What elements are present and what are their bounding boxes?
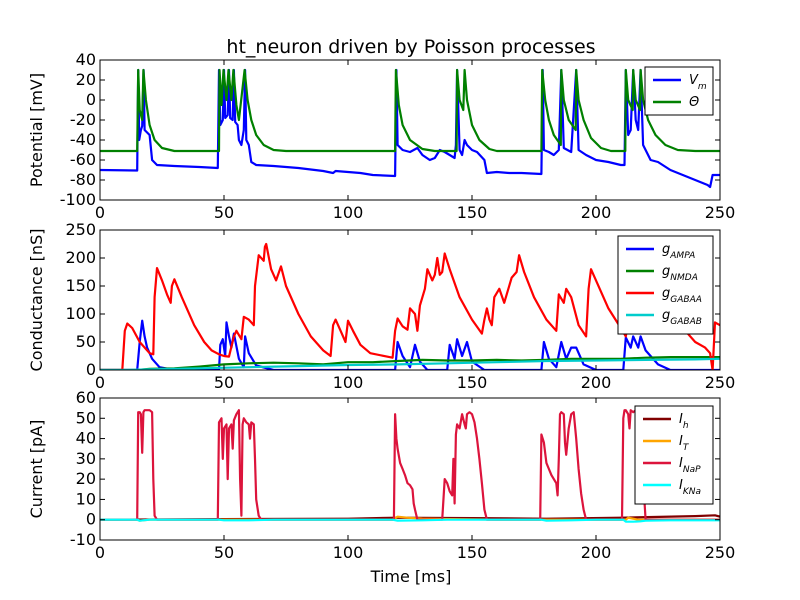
y-tick-label: 250 [65, 220, 96, 239]
legend-box [634, 405, 714, 505]
panel-1: 0 50 100 150 200 250-100-80-60-40-2002040Pote… [27, 50, 735, 222]
x-tick-label: 100 [333, 373, 364, 392]
x-tick-label: 50 [214, 203, 234, 222]
series-line-4 [100, 518, 720, 523]
legend-label: IT [679, 434, 690, 453]
x-tick-label: 150 [457, 373, 488, 392]
y-tick-label: 40 [76, 429, 96, 448]
series-line-3 [100, 409, 720, 521]
x-tick-label: 0 [95, 373, 105, 392]
series-line-4 [100, 357, 720, 370]
x-tick-label: 50 [214, 543, 234, 562]
x-tick-label: 50 [214, 373, 234, 392]
legend-box [617, 235, 714, 335]
y-tick-label: 40 [76, 50, 96, 69]
y-tick-label: 100 [65, 304, 96, 323]
y-tick-label: 0 [86, 90, 96, 109]
y-tick-label: -40 [70, 130, 96, 149]
x-tick-label: 100 [333, 203, 364, 222]
y-tick-label: 50 [76, 332, 96, 351]
legend-box [644, 66, 714, 116]
axes-frame [99, 397, 721, 541]
y-tick-label: 30 [76, 449, 96, 468]
series-line-3 [100, 242, 720, 370]
legend-label: Θ [689, 95, 699, 110]
y-tick-label: 50 [76, 408, 96, 427]
x-tick-label: 200 [581, 373, 612, 392]
y-tick-label: -60 [70, 150, 96, 169]
y-tick-label: 150 [65, 276, 96, 295]
x-tick-label: 100 [333, 543, 364, 562]
series-line-2 [100, 356, 720, 370]
axes-frame [99, 229, 721, 371]
y-tick-label: 0 [86, 510, 96, 529]
y-tick-label: 60 [76, 388, 96, 407]
legend: VmΘ [644, 66, 714, 116]
x-tick-label: 250 [705, 203, 736, 222]
x-tick-label: 250 [705, 543, 736, 562]
y-tick-label: 0 [86, 360, 96, 379]
x-tick-label: 200 [581, 543, 612, 562]
x-tick-label: 0 [95, 203, 105, 222]
y-tick-label: -100 [60, 190, 96, 209]
y-tick-label: 20 [76, 70, 96, 89]
series-line-1 [100, 319, 720, 370]
chart-title: ht_neuron driven by Poisson processes [226, 36, 595, 58]
x-tick-label: 250 [705, 373, 736, 392]
y-axis-label: Potential [mV] [27, 73, 46, 187]
x-tick-label: 200 [581, 203, 612, 222]
panel-2: 0 50 100 150 200 250 0 50 100 150 200 250 Conductanc… [27, 220, 735, 392]
y-tick-label: -10 [70, 530, 96, 549]
y-tick-label: 20 [76, 469, 96, 488]
y-tick-label: -80 [70, 170, 96, 189]
x-tick-label: 150 [457, 203, 488, 222]
y-tick-label: 200 [65, 248, 96, 267]
axes-frame [99, 59, 721, 201]
legend-label: Ih [679, 412, 689, 431]
series-line-2 [100, 68, 720, 153]
x-tick-label: 150 [457, 543, 488, 562]
x-axis-label: Time [ms] [370, 567, 452, 586]
y-tick-label: -20 [70, 110, 96, 129]
y-tick-label: 10 [76, 489, 96, 508]
x-tick-label: 0 [95, 543, 105, 562]
y-axis-label: Current [pA] [27, 420, 46, 519]
y-axis-label: Conductance [nS] [27, 229, 46, 372]
